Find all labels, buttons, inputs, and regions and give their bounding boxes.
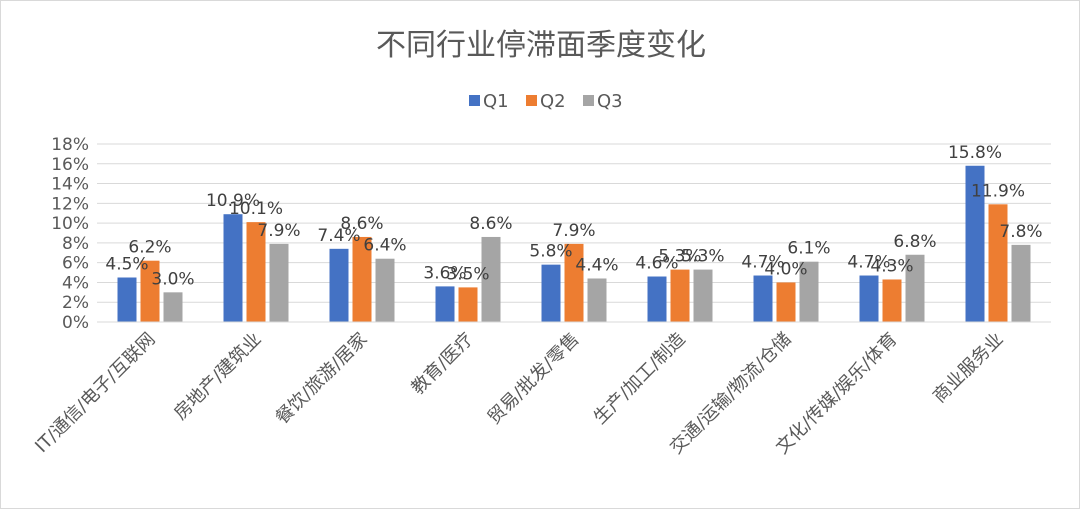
data-label: 4.4% — [575, 255, 618, 275]
y-tick-label: 4% — [62, 273, 89, 293]
data-label: 5.3% — [658, 247, 701, 267]
legend: Q1 Q2 Q3 — [469, 91, 623, 112]
bar — [965, 165, 985, 322]
bar — [859, 275, 879, 322]
x-axis: IT/通信/电子/互联网 房地产/建筑业 餐饮/旅游/居家 教育/医疗 贸易/批发/零售… — [31, 321, 1051, 459]
data-label: 8.6% — [469, 214, 512, 234]
data-labels: 4.5%6.2%3.0%10.9%10.1%7.9% 7.4%8.6%6.4%3.… — [105, 143, 1042, 290]
legend-swatch — [526, 95, 537, 106]
data-label: 10.9% — [206, 191, 260, 211]
data-label: 6.8% — [893, 232, 936, 252]
bar — [458, 287, 478, 322]
data-label: 4.7% — [741, 253, 784, 273]
bar — [647, 276, 667, 322]
data-label: 6.4% — [363, 236, 406, 256]
bars — [117, 165, 1031, 322]
data-label: 7.9% — [552, 221, 595, 241]
y-tick-label: 14% — [51, 175, 89, 195]
data-label: 6.1% — [787, 239, 830, 259]
y-tick-label: 10% — [51, 214, 89, 234]
bar — [905, 254, 925, 322]
bar — [753, 275, 773, 322]
x-tick-label: 房地产/建筑业 — [170, 329, 266, 425]
bar — [117, 277, 137, 322]
x-tick-label: 生产/加工/制造 — [590, 329, 690, 429]
bar — [693, 269, 713, 322]
bar — [269, 243, 289, 322]
y-tick-label: 0% — [62, 313, 89, 333]
data-label: 7.8% — [999, 222, 1042, 242]
bar — [163, 292, 183, 322]
y-axis: 0%2%4%6%8%10%12%14%16%18% — [51, 135, 89, 333]
data-label: 5.3% — [681, 247, 724, 267]
bar — [352, 236, 372, 322]
data-label: 10.1% — [229, 199, 283, 219]
bar — [564, 243, 584, 322]
data-label: 3.5% — [446, 264, 489, 284]
data-label: 7.4% — [317, 226, 360, 246]
data-label: 4.5% — [105, 255, 148, 275]
y-tick-label: 16% — [51, 155, 89, 175]
bar — [375, 258, 395, 322]
data-label: 4.0% — [764, 259, 807, 279]
legend-label: Q3 — [597, 91, 623, 112]
bar — [541, 264, 561, 322]
x-tick-label: 贸易/批发/零售 — [484, 329, 584, 429]
y-tick-label: 12% — [51, 194, 89, 214]
bar — [246, 222, 266, 322]
bar — [329, 248, 349, 322]
data-label: 6.2% — [128, 238, 171, 258]
y-tick-label: 6% — [62, 254, 89, 274]
legend-swatch — [469, 95, 480, 106]
bar — [799, 261, 819, 322]
data-label: 8.6% — [340, 214, 383, 234]
data-label: 4.6% — [635, 254, 678, 274]
y-tick-label: 2% — [62, 293, 89, 313]
bar — [882, 279, 902, 322]
data-label: 5.8% — [529, 242, 572, 262]
legend-label: Q1 — [483, 91, 509, 112]
x-tick-label: 餐饮/旅游/居家 — [272, 329, 372, 429]
x-tick-label: IT/通信/电子/互联网 — [31, 329, 159, 457]
data-label: 4.3% — [870, 256, 913, 276]
data-label: 15.8% — [948, 143, 1002, 163]
y-tick-label: 8% — [62, 234, 89, 254]
x-tick-label: 教育/医疗 — [407, 329, 477, 399]
data-label: 7.9% — [257, 221, 300, 241]
bar — [1011, 244, 1031, 322]
data-label: 4.7% — [847, 253, 890, 273]
data-label: 3.6% — [423, 263, 466, 283]
data-label: 11.9% — [971, 181, 1025, 201]
bar — [223, 214, 243, 322]
bar — [587, 278, 607, 322]
y-tick-label: 18% — [51, 135, 89, 155]
x-tick-label: 商业服务业 — [929, 329, 1007, 407]
legend-label: Q2 — [540, 91, 566, 112]
legend-swatch — [583, 95, 594, 106]
bar — [776, 282, 796, 322]
bar — [670, 269, 690, 322]
bar — [435, 286, 455, 322]
bar — [988, 204, 1008, 322]
x-tick-label: 文化/传媒/娱乐/体育 — [772, 329, 902, 459]
bar — [140, 260, 160, 322]
data-label: 3.0% — [151, 269, 194, 289]
chart-title: 不同行业停滞面季度变化 — [376, 28, 706, 63]
bar — [481, 236, 501, 322]
